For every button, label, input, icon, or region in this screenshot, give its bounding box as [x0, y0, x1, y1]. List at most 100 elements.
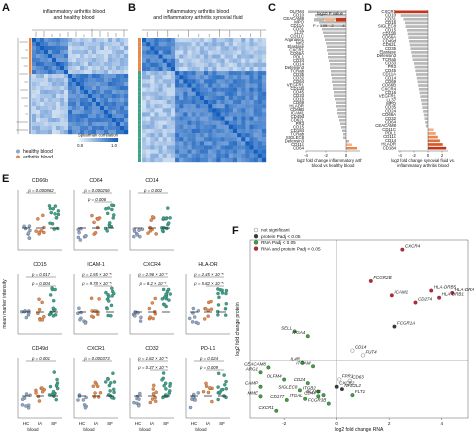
marker-label: CD11c	[383, 134, 397, 139]
heatmap-cell	[60, 86, 65, 91]
data-point	[83, 406, 88, 410]
heatmap-cell	[261, 128, 267, 134]
heatmap-cell	[150, 58, 155, 63]
heatmap-cell	[120, 62, 125, 67]
legend-swatch	[16, 149, 20, 154]
heatmap-cell	[232, 137, 238, 142]
heatmap-cell	[60, 114, 65, 119]
heatmap-cell	[154, 124, 159, 130]
heatmap-cell	[216, 79, 221, 84]
heatmap-cell	[68, 38, 73, 43]
heatmap-cell	[146, 112, 151, 117]
sample-group-bar	[29, 130, 32, 134]
heatmap-cell	[257, 71, 263, 76]
data-point	[168, 292, 172, 296]
heatmap-cell	[158, 153, 163, 159]
heatmap-cell	[104, 122, 109, 127]
heatmap-cell	[191, 145, 196, 150]
heatmap-cell	[257, 124, 263, 130]
bar	[409, 43, 428, 47]
heatmap-cell	[179, 83, 184, 88]
heatmap-cell	[150, 157, 155, 163]
heatmap-cell	[84, 66, 89, 71]
heatmap-cell	[158, 100, 163, 105]
data-point	[193, 315, 197, 319]
heatmap-cell	[68, 106, 73, 111]
data-point	[111, 371, 115, 375]
heatmap-cell	[76, 50, 81, 55]
heatmap-cell	[154, 87, 159, 92]
data-point	[56, 212, 61, 217]
heatmap-cell	[56, 102, 61, 107]
heatmap-cell	[237, 91, 242, 97]
heatmap-cell	[44, 78, 49, 83]
heatmap-cell	[32, 50, 37, 55]
heatmap-cell	[88, 86, 93, 91]
heatmap-cell	[150, 38, 155, 43]
heatmap-cell	[228, 153, 234, 159]
point-label: FUT4	[365, 349, 377, 354]
panel-d-bar-chart: CXCR1CD10CD31CD16SIGLEC8CD15CD11BCD66ACD…	[375, 9, 455, 168]
heatmap-cell	[116, 58, 121, 63]
heatmap-cell	[158, 145, 163, 150]
heatmap-cell	[245, 79, 250, 84]
heatmap-cell	[191, 100, 196, 105]
data-point	[163, 381, 168, 385]
heatmap-cell	[261, 83, 267, 88]
heatmap-cell	[84, 58, 89, 63]
heatmap-cell	[72, 86, 77, 91]
bar	[425, 121, 428, 124]
data-point	[55, 377, 59, 382]
heatmap-cell	[72, 82, 77, 87]
heatmap-cell	[187, 141, 192, 146]
heatmap-cell	[162, 137, 167, 142]
data-point	[151, 392, 156, 396]
heatmap-cell	[237, 75, 242, 80]
heatmap-cell	[112, 62, 117, 67]
heatmap-cell	[253, 133, 258, 138]
heatmap-cell	[60, 98, 65, 103]
data-point	[154, 232, 158, 236]
data-point	[216, 397, 220, 402]
heatmap-cell	[154, 50, 159, 55]
heatmap-cell	[228, 124, 234, 130]
heatmap-cell	[52, 110, 57, 115]
heatmap-cell	[142, 54, 147, 59]
data-point	[76, 227, 81, 232]
heatmap-cell	[158, 141, 163, 146]
heatmap-cell	[175, 157, 180, 163]
scatter-point	[350, 348, 355, 353]
heatmap-cell	[224, 54, 229, 59]
heatmap-cell	[179, 58, 184, 63]
marker-label: CD24	[293, 58, 305, 63]
heatmap-cell	[175, 100, 180, 105]
heatmap-cell	[36, 74, 41, 79]
point-label: HLA-DRB5	[434, 285, 457, 290]
bar	[404, 21, 428, 25]
heatmap-cell	[195, 58, 201, 63]
subplot-title: CD66b	[32, 178, 48, 184]
data-point	[104, 380, 108, 384]
heatmap-cell	[64, 74, 69, 79]
colorbar-segment	[106, 138, 109, 142]
colorbar-segment	[80, 138, 83, 142]
heatmap-cell	[216, 46, 221, 51]
heatmap-cell	[150, 79, 155, 84]
heatmap-cell	[60, 46, 65, 51]
heatmap-cell	[32, 82, 37, 87]
bar	[331, 70, 346, 73]
data-point	[110, 286, 114, 291]
heatmap-cell	[124, 94, 129, 99]
sample-group-bar	[138, 137, 141, 142]
heatmap-cell	[150, 95, 155, 101]
panel-a-title: inflammatory arthritis blood and healthy…	[42, 9, 106, 21]
heatmap-cell	[146, 83, 151, 88]
colorbar-segment	[116, 138, 119, 142]
heatmap-cell	[76, 42, 81, 47]
heatmap-cell	[40, 110, 45, 115]
heatmap-cell	[175, 87, 180, 92]
point-label: CXCR4	[405, 244, 421, 249]
heatmap-cell	[228, 71, 234, 76]
